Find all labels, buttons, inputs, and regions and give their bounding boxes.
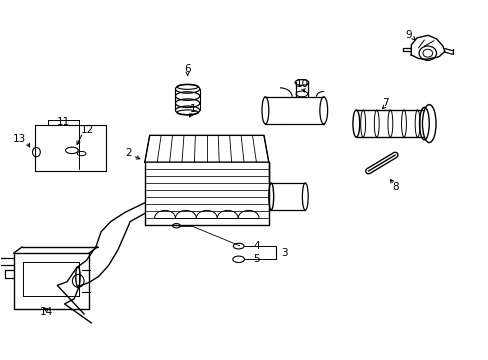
Text: 9: 9 xyxy=(405,30,411,40)
Text: 11: 11 xyxy=(57,117,70,127)
Text: 5: 5 xyxy=(253,254,260,264)
Text: 1: 1 xyxy=(190,104,196,113)
Text: 6: 6 xyxy=(184,64,190,74)
Text: 10: 10 xyxy=(296,78,309,89)
Text: 13: 13 xyxy=(13,134,26,144)
Text: 4: 4 xyxy=(253,241,260,251)
Text: 12: 12 xyxy=(81,125,94,135)
Text: 7: 7 xyxy=(382,98,388,108)
Text: 2: 2 xyxy=(125,148,132,158)
Text: 14: 14 xyxy=(40,307,53,317)
Text: 8: 8 xyxy=(391,182,398,192)
Text: 3: 3 xyxy=(281,248,287,257)
